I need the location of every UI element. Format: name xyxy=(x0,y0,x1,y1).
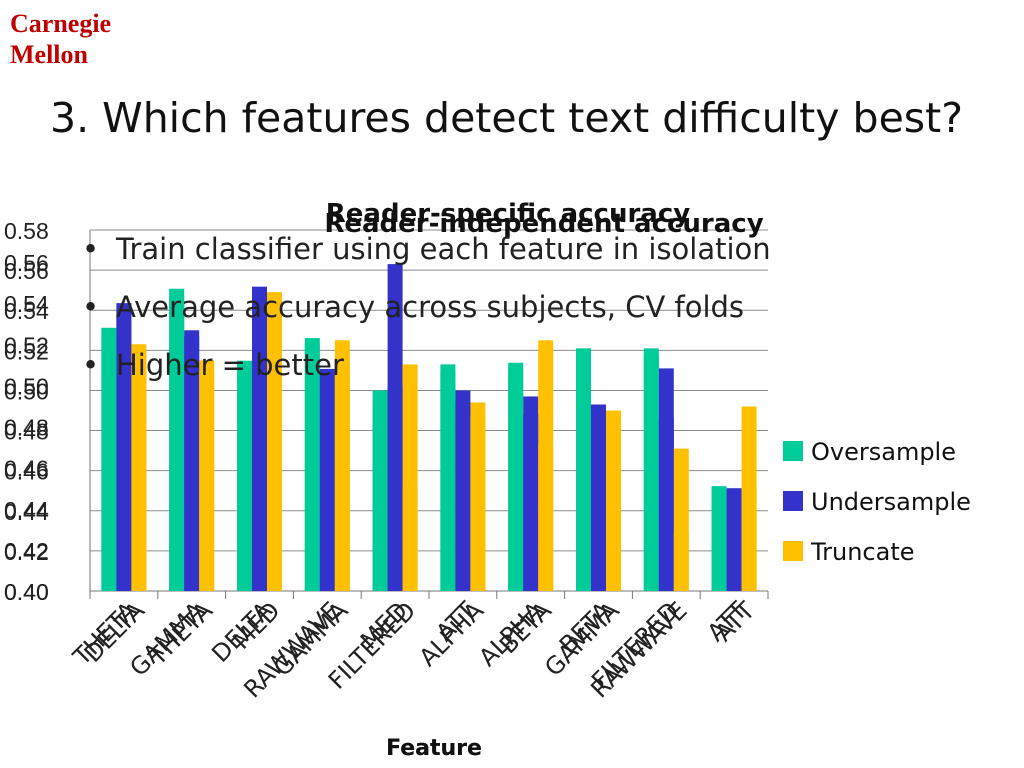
bar xyxy=(237,360,252,591)
bar xyxy=(116,303,132,591)
bullet-text: Train classifier using each feature in i… xyxy=(116,232,771,266)
bar xyxy=(402,486,418,591)
bar xyxy=(372,401,388,591)
legend-swatch xyxy=(783,541,803,561)
bar xyxy=(199,370,215,591)
bar xyxy=(470,416,486,591)
bar xyxy=(319,368,335,591)
chart-title: Reader-independent accuracy xyxy=(324,209,763,239)
bar xyxy=(741,488,757,591)
y-tick-label: 0.40 xyxy=(4,579,49,605)
y-tick-label: 0.56 xyxy=(4,250,49,276)
bar xyxy=(184,336,200,591)
bar xyxy=(334,364,350,591)
bar xyxy=(304,338,320,591)
logo-line-1: Carnegie xyxy=(10,9,112,38)
legend-label: Truncate xyxy=(810,538,915,566)
bar xyxy=(387,385,403,591)
bar xyxy=(591,416,606,591)
bullet-item: • Average accuracy across subjects, CV fo… xyxy=(82,290,745,324)
bar xyxy=(576,348,591,591)
y-tick-label: 0.50 xyxy=(4,373,49,399)
bar xyxy=(267,340,282,591)
bar xyxy=(508,362,524,591)
bullet-text: Average accuracy across subjects, CV fol… xyxy=(116,290,745,324)
legend-swatch xyxy=(783,491,803,511)
bar xyxy=(523,414,539,591)
bar xyxy=(658,418,674,591)
legend: Oversample Undersample Truncate xyxy=(783,438,971,566)
y-tick-label: 0.52 xyxy=(4,332,49,358)
legend-label: Undersample xyxy=(811,488,971,516)
bar xyxy=(643,348,659,591)
bar xyxy=(538,445,554,591)
y-tick-label: 0.44 xyxy=(4,497,49,523)
y-tick-label: 0.42 xyxy=(4,539,49,565)
bullet-text: Higher = better xyxy=(116,348,344,382)
bar xyxy=(726,488,742,591)
x-axis-title: Feature xyxy=(386,736,482,761)
logo-line-2: Mellon xyxy=(10,40,88,69)
y-tick-label: 0.54 xyxy=(4,298,49,324)
bar xyxy=(252,286,267,591)
y-tick-label: 0.56 xyxy=(4,258,49,284)
y-tick-label: 0.52 xyxy=(4,338,49,364)
legend-swatch xyxy=(783,441,803,461)
bar xyxy=(101,327,117,591)
logo: Carnegie Mellon xyxy=(10,8,111,70)
legend-label: Oversample xyxy=(811,438,956,466)
bullet-item: • Higher = better xyxy=(82,348,344,382)
bar xyxy=(169,288,185,591)
y-tick-label: 0.46 xyxy=(4,459,49,485)
bullet-item: • Train classifier using each feature in … xyxy=(82,232,771,266)
y-tick-label: 0.42 xyxy=(4,538,49,564)
y-tick-label: 0.58 xyxy=(4,218,49,244)
y-tick-label: 0.54 xyxy=(4,291,49,317)
bullet-list: • Train classifier using each feature in … xyxy=(82,232,771,406)
bar xyxy=(673,533,689,591)
bar xyxy=(606,459,621,591)
bar xyxy=(131,344,147,591)
y-tick-label: 0.46 xyxy=(4,456,49,482)
chart-title: Reader-specific accuracy xyxy=(326,199,690,229)
y-tick-label: 0.40 xyxy=(4,579,49,605)
x-axis-title: Feature xyxy=(386,736,482,761)
y-tick-label: 0.48 xyxy=(4,415,49,441)
bar xyxy=(440,370,456,591)
bar xyxy=(455,401,471,591)
y-tick-label: 0.44 xyxy=(4,499,49,525)
slide-heading: 3. Which features detect text difficulty… xyxy=(50,94,963,142)
bar xyxy=(711,486,727,591)
y-tick-label: 0.48 xyxy=(4,419,49,445)
y-tick-label: 0.50 xyxy=(4,378,49,404)
